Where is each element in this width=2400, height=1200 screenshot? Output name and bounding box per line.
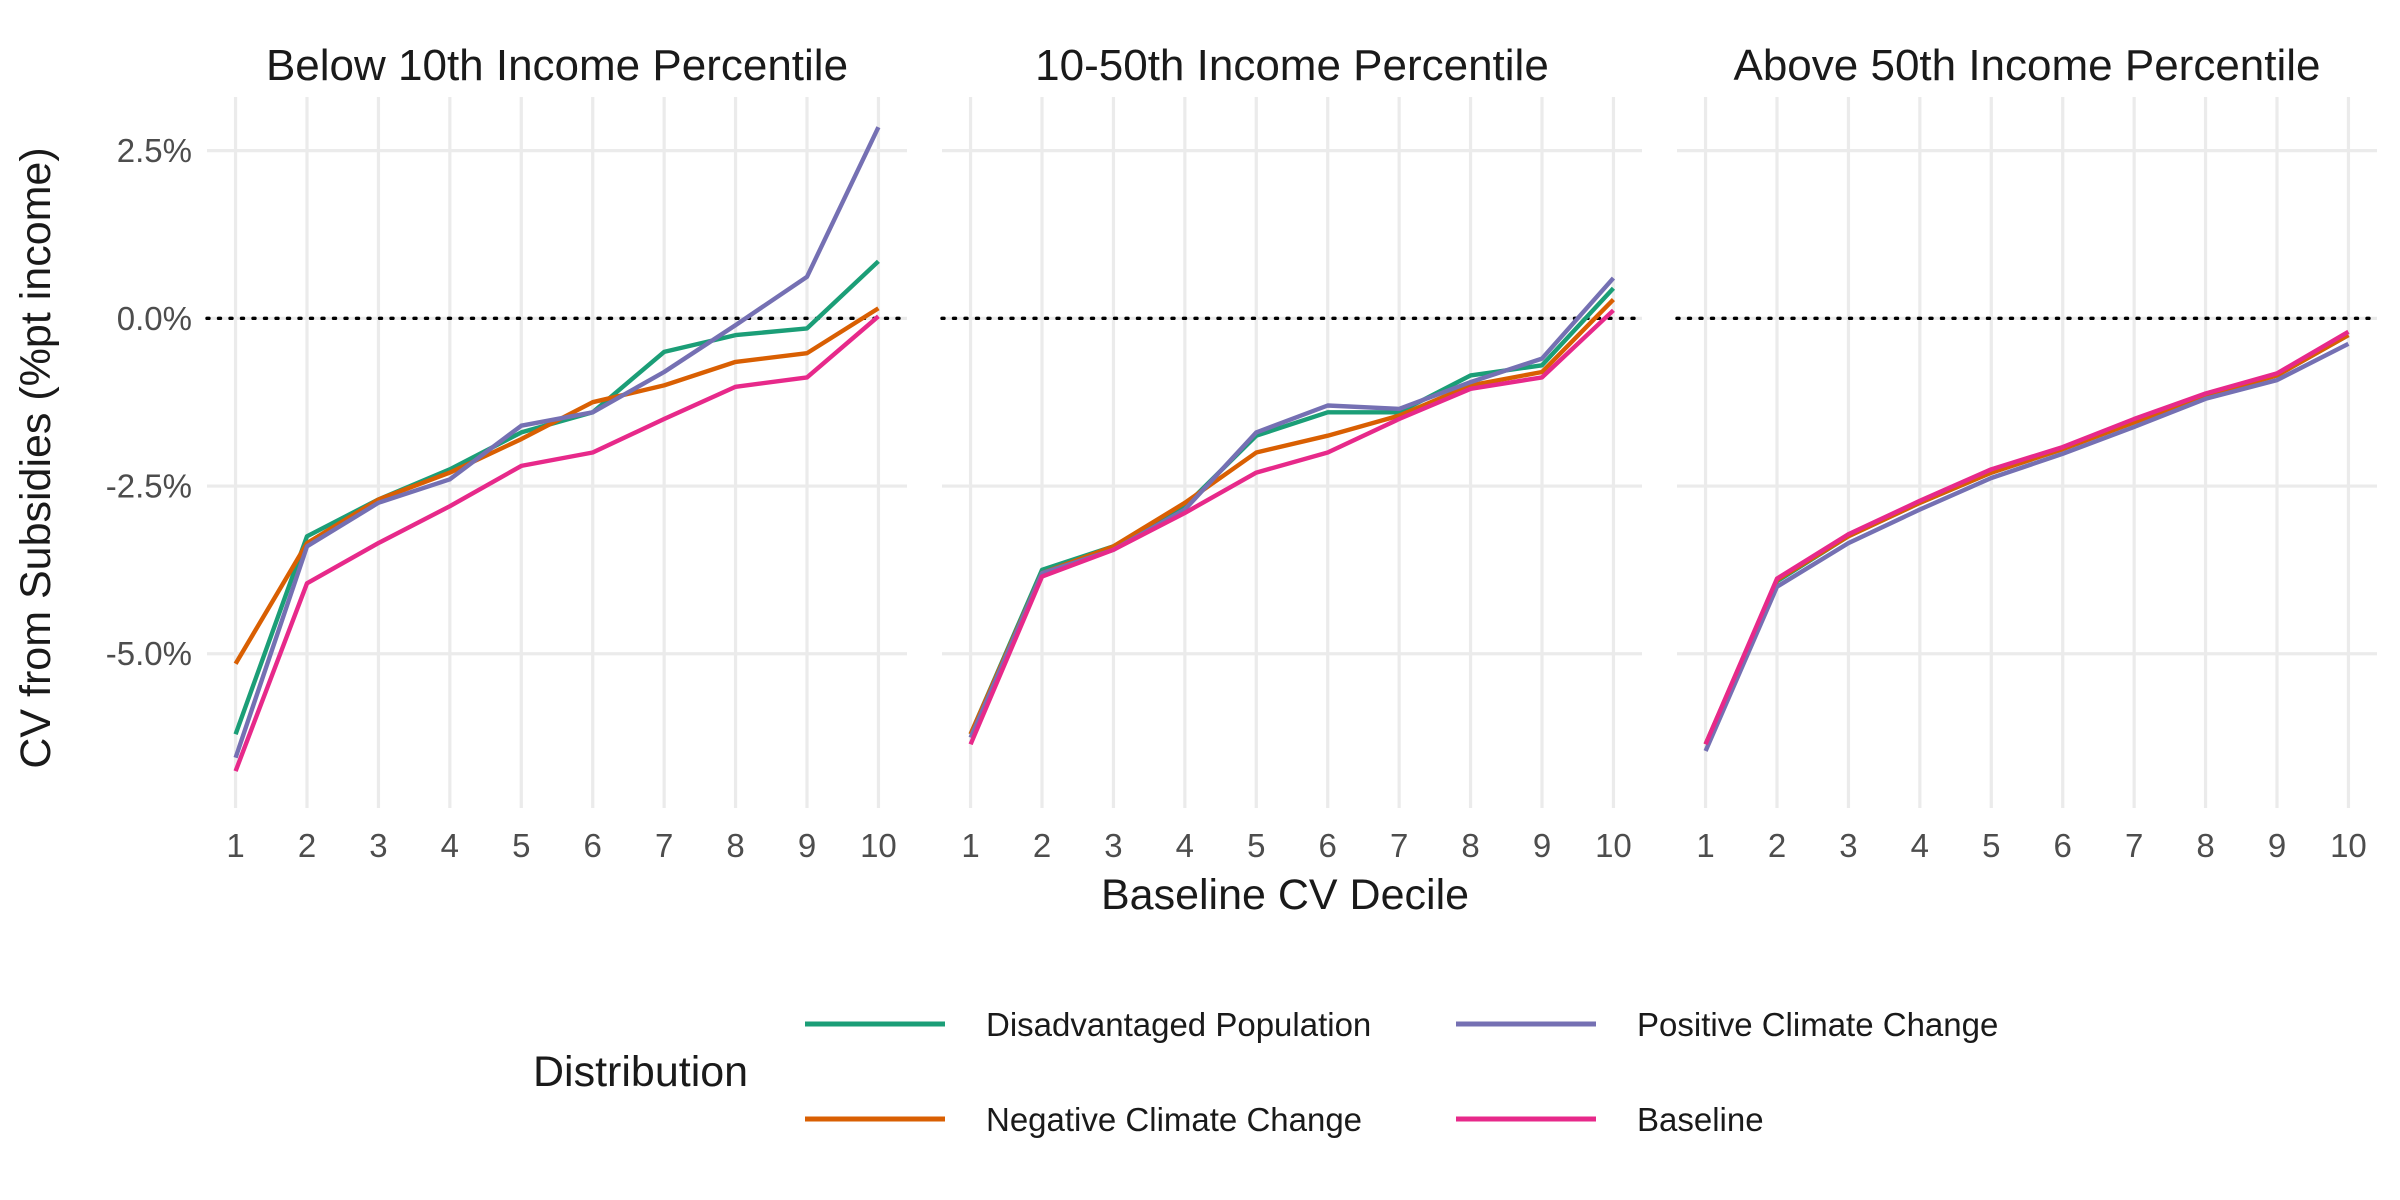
x-tick-label: 3	[369, 827, 387, 864]
x-tick-label: 9	[2268, 827, 2286, 864]
x-tick-label: 9	[1533, 827, 1551, 864]
x-tick-label: 7	[2125, 827, 2143, 864]
panel-title: 10-50th Income Percentile	[1035, 41, 1549, 90]
series-line-disadvantaged-population	[233, 259, 880, 735]
x-tick-label: 9	[798, 827, 816, 864]
x-tick-label: 8	[1461, 827, 1479, 864]
x-tick-label: 4	[1176, 827, 1194, 864]
x-tick-label: 1	[226, 827, 244, 864]
series-line-disadvantaged-population	[1703, 333, 2350, 746]
x-tick-label: 2	[298, 827, 316, 864]
x-tick-label: 5	[1982, 827, 2000, 864]
x-tick-label: 2	[1768, 827, 1786, 864]
legend-entry: Disadvantaged Population	[805, 1006, 1371, 1043]
x-tick-label: 4	[1911, 827, 1929, 864]
panel-title: Above 50th Income Percentile	[1733, 41, 2320, 90]
legend-entry: Baseline	[1456, 1101, 1764, 1138]
x-tick-label: 10	[1595, 827, 1632, 864]
y-tick-label: -5.0%	[106, 635, 192, 672]
legend: Distribution Disadvantaged Population Pos…	[533, 1006, 1998, 1138]
x-tick-label: 1	[961, 827, 979, 864]
y-axis: 2.5% 0.0% -2.5% -5.0%	[106, 132, 192, 672]
x-tick-label: 2	[1033, 827, 1051, 864]
x-tick-label: 5	[1247, 827, 1265, 864]
x-tick-label: 4	[441, 827, 459, 864]
x-tick-label: 1	[1696, 827, 1714, 864]
legend-title: Distribution	[533, 1048, 748, 1096]
legend-entry: Positive Climate Change	[1456, 1006, 1998, 1043]
x-tick-label: 3	[1104, 827, 1122, 864]
series-line-positive-climate-change	[968, 276, 1616, 739]
panel-2: 10-50th Income Percentile 1 2 3 4 5 6 7 8 9 10	[940, 41, 1644, 864]
panel-title: Below 10th Income Percentile	[266, 41, 848, 90]
y-tick-label: 0.0%	[117, 300, 192, 337]
x-tick-label: 8	[726, 827, 744, 864]
series-line-baseline	[1703, 329, 2350, 746]
x-axis-title: Baseline CV Decile	[1101, 871, 1469, 919]
series-line-baseline	[968, 308, 1615, 746]
series-line-negative-climate-change	[1703, 333, 2350, 746]
x-tick-label: 6	[584, 827, 602, 864]
series-line-positive-climate-change	[1703, 341, 2350, 752]
x-tick-label: 10	[2330, 827, 2367, 864]
legend-entry: Negative Climate Change	[805, 1101, 1362, 1138]
legend-label: Negative Climate Change	[986, 1101, 1362, 1138]
legend-label: Baseline	[1637, 1101, 1764, 1138]
series-line-disadvantaged-population	[968, 286, 1616, 736]
panel-1: Below 10th Income Percentile 1 2 3 4 5 6 7 8 9 10	[205, 41, 909, 864]
x-tick-label: 7	[655, 827, 673, 864]
x-tick-label: 6	[1319, 827, 1337, 864]
y-axis-title: CV from Subsidies (%pt income)	[12, 147, 60, 768]
y-tick-label: 2.5%	[117, 132, 192, 169]
y-tick-label: -2.5%	[106, 468, 192, 505]
x-tick-label: 8	[2196, 827, 2214, 864]
x-tick-label: 3	[1839, 827, 1857, 864]
panel-3: Above 50th Income Percentile 1 2 3 4 5 6 7 8 9 10	[1675, 41, 2379, 864]
x-tick-label: 7	[1390, 827, 1408, 864]
x-tick-label: 5	[512, 827, 530, 864]
legend-label: Positive Climate Change	[1637, 1006, 1998, 1043]
legend-label: Disadvantaged Population	[986, 1006, 1371, 1043]
x-tick-label: 10	[860, 827, 897, 864]
series-line-positive-climate-change	[233, 126, 881, 759]
x-tick-label: 6	[2054, 827, 2072, 864]
series-line-baseline	[233, 314, 880, 772]
